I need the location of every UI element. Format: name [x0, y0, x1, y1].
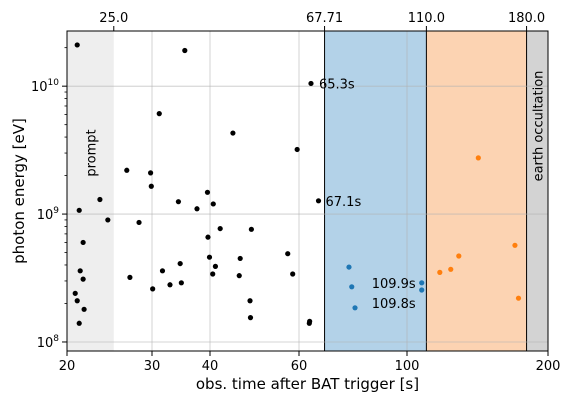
data-point [194, 206, 200, 212]
data-point [150, 286, 156, 292]
data-point [248, 226, 254, 232]
data-point [210, 201, 216, 207]
data-point [105, 217, 111, 223]
x-axis-title: obs. time after BAT trigger [s] [196, 375, 419, 393]
data-point [212, 263, 219, 269]
data-point [147, 170, 154, 176]
data-point [205, 234, 211, 240]
data-point [419, 287, 425, 293]
region-2 [426, 31, 527, 351]
top-tick-label: 67.71 [306, 11, 343, 26]
data-point [285, 251, 291, 257]
data-point [512, 242, 518, 248]
data-point [515, 295, 522, 301]
data-point [236, 273, 242, 279]
point-annotation: 109.9s [372, 277, 416, 292]
data-point [448, 266, 454, 272]
data-point [175, 199, 182, 205]
x-tick-label: 200 [536, 359, 561, 374]
axes-layer: 20 30 40 60 100 200 108 109 1010 25.0 67.71 110.0 18… [31, 11, 560, 374]
data-point [294, 146, 300, 153]
data-point [456, 253, 462, 259]
plot-frame [66, 30, 549, 352]
data-point [437, 269, 443, 275]
data-point [315, 198, 322, 204]
data-point [237, 255, 243, 262]
data-point [156, 111, 162, 117]
x-tick-label: 100 [395, 359, 420, 374]
region-3 [526, 31, 548, 351]
data-point [177, 260, 183, 267]
data-point [124, 167, 130, 173]
data-point [178, 280, 184, 286]
data-point [74, 298, 80, 304]
data-point [148, 183, 154, 189]
y-tick-label: 109 [37, 206, 60, 223]
data-point [97, 196, 103, 203]
data-point [159, 268, 166, 274]
x-tick-label: 60 [291, 359, 308, 374]
data-point [290, 271, 296, 277]
data-point [346, 264, 352, 270]
data-point [349, 284, 355, 290]
top-tick-label: 110.0 [408, 11, 445, 26]
data-point [217, 225, 223, 232]
data-point [80, 239, 86, 246]
data-point [419, 280, 425, 286]
data-point [74, 42, 80, 48]
y-tick-label: 1010 [31, 78, 59, 95]
region-label: prompt [84, 129, 99, 176]
region-1 [324, 31, 427, 351]
y-axis-title: photon energy [eV] [10, 118, 28, 264]
data-point [167, 282, 173, 288]
x-tick-label: 40 [202, 359, 219, 374]
data-point [81, 306, 87, 312]
data-point [127, 274, 133, 280]
top-tick-label: 25.0 [99, 11, 128, 26]
data-point [247, 315, 254, 321]
annotations-layer: 65.3s 67.1s 109.9s 109.8s [319, 77, 416, 312]
data-point [308, 80, 314, 87]
y-tick-label: 108 [37, 334, 60, 351]
data-point [352, 305, 358, 311]
data-point [306, 320, 312, 326]
point-annotation: 67.1s [326, 195, 362, 210]
x-tick-label: 20 [59, 359, 76, 374]
region-label: earth occultation [531, 71, 546, 182]
data-point [247, 298, 253, 304]
data-point [204, 189, 211, 195]
data-point [182, 47, 188, 54]
point-annotation: 65.3s [319, 77, 355, 92]
data-point [77, 268, 83, 274]
data-point [136, 219, 142, 226]
top-tick-label: 180.0 [508, 11, 545, 26]
points-layer [72, 42, 522, 326]
data-point [475, 155, 481, 161]
data-point [206, 254, 213, 260]
point-annotation: 109.8s [372, 297, 416, 312]
data-point [76, 320, 82, 326]
regions-layer: prompt earth occultation [67, 31, 548, 351]
data-point [80, 276, 86, 282]
data-point [72, 290, 78, 296]
region-0 [67, 31, 114, 351]
data-point [210, 271, 216, 277]
data-point [76, 207, 82, 213]
x-tick-label: 30 [144, 359, 161, 374]
data-point [230, 130, 236, 136]
